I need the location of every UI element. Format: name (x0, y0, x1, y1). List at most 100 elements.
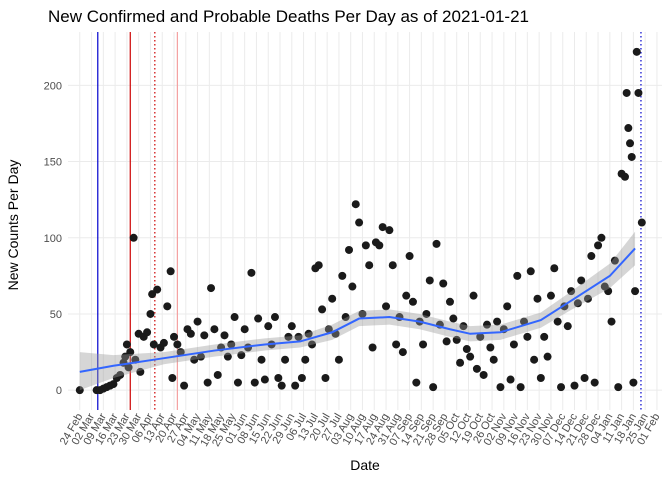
point (597, 233, 606, 242)
point (604, 287, 613, 296)
point (509, 340, 518, 349)
point (287, 322, 296, 331)
chart-title: New Confirmed and Probable Deaths Per Da… (48, 7, 529, 26)
point (116, 370, 125, 379)
point (351, 200, 360, 209)
point (109, 380, 118, 389)
point (170, 332, 179, 341)
point (533, 294, 542, 303)
point (281, 355, 290, 364)
smooth-line (79, 247, 636, 373)
point (583, 294, 592, 303)
point (402, 291, 411, 300)
confidence-band (79, 231, 636, 391)
y-tick-label: 150 (44, 157, 62, 169)
point (469, 291, 478, 300)
point (365, 261, 374, 270)
point (348, 282, 357, 291)
point (632, 47, 641, 56)
point (506, 375, 515, 384)
point (213, 370, 222, 379)
point (631, 287, 640, 296)
point (422, 309, 431, 318)
point (577, 276, 586, 285)
point (75, 386, 84, 395)
y-tick-label: 0 (56, 385, 62, 397)
point (193, 317, 202, 326)
point (203, 378, 212, 387)
point (408, 297, 417, 306)
point (334, 355, 343, 364)
point (543, 352, 552, 361)
point (173, 340, 182, 349)
point (392, 340, 401, 349)
point (166, 267, 175, 276)
point (459, 322, 468, 331)
point (159, 338, 168, 347)
point (429, 383, 438, 392)
point (237, 351, 246, 360)
point (607, 317, 616, 326)
point (345, 245, 354, 254)
point (546, 291, 555, 300)
point (462, 345, 471, 354)
point (355, 218, 364, 227)
point (385, 226, 394, 235)
point (153, 285, 162, 294)
point (284, 332, 293, 341)
point (307, 340, 316, 349)
point (247, 268, 256, 277)
point (324, 325, 333, 334)
point (250, 378, 259, 387)
point (553, 317, 562, 326)
point (614, 383, 623, 392)
point (493, 317, 502, 326)
point (472, 364, 481, 373)
x-axis-label: Date (350, 457, 380, 473)
point (445, 297, 454, 306)
y-tick-label: 200 (44, 80, 62, 92)
point (260, 375, 269, 384)
point (456, 358, 465, 367)
point (610, 256, 619, 265)
point (634, 88, 643, 97)
point (567, 287, 576, 296)
point (398, 348, 407, 357)
point (200, 331, 209, 340)
point (318, 305, 327, 314)
point (449, 314, 458, 323)
point (220, 331, 229, 340)
point (207, 284, 216, 293)
point (573, 299, 582, 308)
point (233, 378, 242, 387)
point (321, 373, 330, 382)
point (496, 383, 505, 392)
point (486, 343, 495, 352)
point (129, 233, 138, 242)
point (168, 373, 177, 382)
y-tick-label: 100 (44, 233, 62, 245)
point (254, 314, 263, 323)
point (126, 348, 135, 357)
y-axis-label: New Counts Per Day (5, 160, 21, 291)
point (328, 294, 337, 303)
point (361, 241, 370, 250)
point (149, 340, 158, 349)
point (570, 381, 579, 390)
point (482, 320, 491, 329)
point (530, 355, 539, 364)
point (526, 267, 535, 276)
point (338, 271, 347, 280)
point (516, 383, 525, 392)
point (146, 309, 155, 318)
point (294, 332, 303, 341)
point (264, 322, 273, 331)
point (274, 373, 283, 382)
point (368, 343, 377, 352)
point (136, 367, 145, 376)
point (439, 279, 448, 288)
point (163, 302, 172, 311)
point (388, 261, 397, 270)
